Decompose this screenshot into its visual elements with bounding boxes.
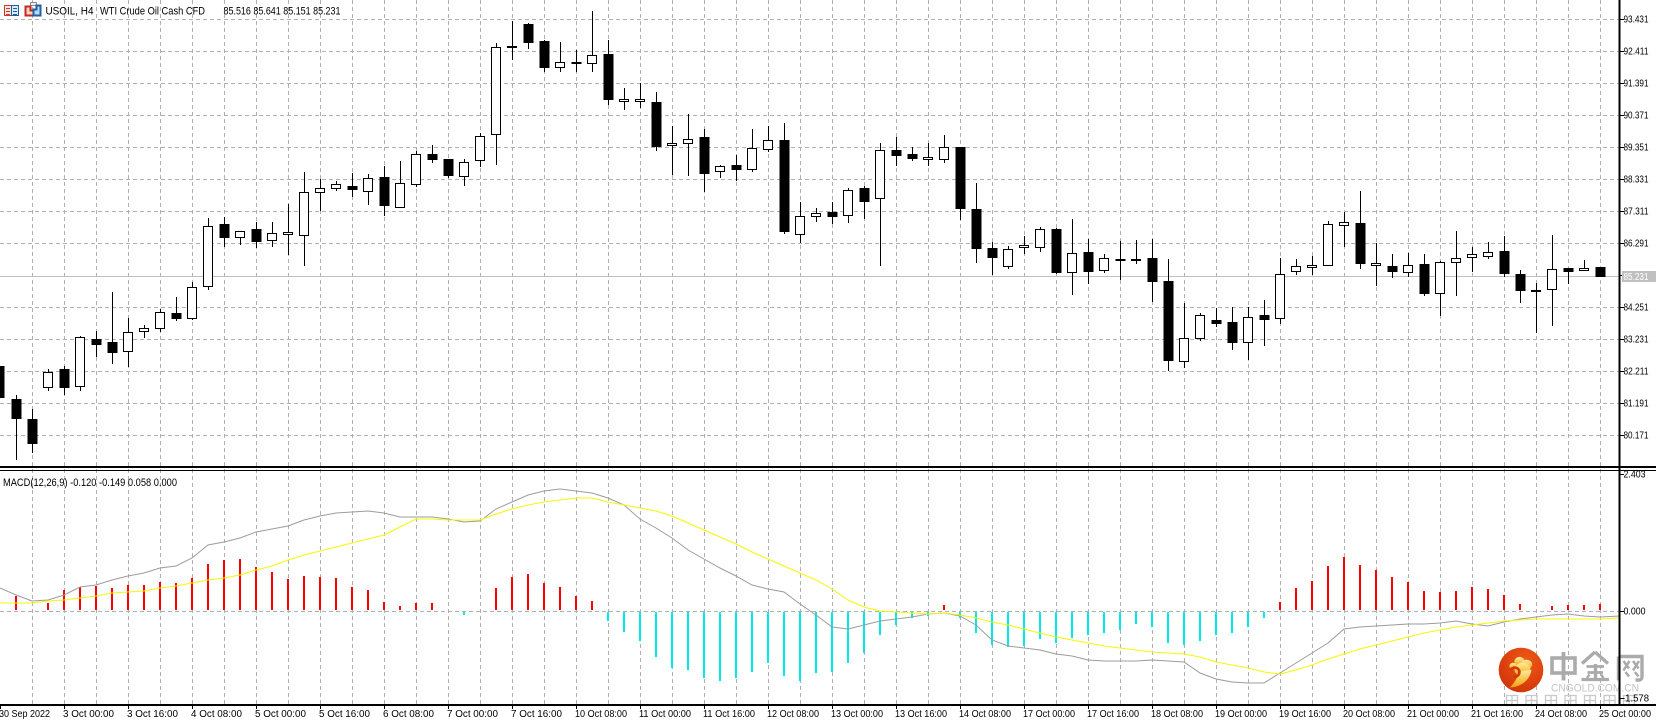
svg-text:17 Oct 16:00: 17 Oct 16:00 [1087,709,1139,720]
svg-text:21 Oct 00:00: 21 Oct 00:00 [1407,709,1459,720]
svg-text:5 Oct 16:00: 5 Oct 16:00 [319,709,370,720]
svg-text:91.391: 91.391 [1624,79,1649,90]
svg-text:85.231: 85.231 [1624,272,1649,283]
svg-text:30 Sep 2022: 30 Sep 2022 [0,709,50,720]
svg-text:89.351: 89.351 [1624,143,1649,154]
svg-text:2.403: 2.403 [1624,470,1646,481]
svg-text:80.171: 80.171 [1624,431,1649,442]
svg-text:83.231: 83.231 [1624,335,1649,346]
svg-text:WTI Crude Oil Cash CFD: WTI Crude Oil Cash CFD [100,6,205,18]
svg-text:87.311: 87.311 [1624,207,1649,218]
svg-text:13 Oct 16:00: 13 Oct 16:00 [895,709,947,720]
svg-text:7 Oct 16:00: 7 Oct 16:00 [511,709,562,720]
svg-text:-1.578: -1.578 [1622,694,1649,705]
svg-text:85.516 85.641 85.151 85.231: 85.516 85.641 85.151 85.231 [224,6,341,18]
svg-text:21 Oct 16:00: 21 Oct 16:00 [1471,709,1523,720]
svg-text:14 Oct 08:00: 14 Oct 08:00 [959,709,1011,720]
svg-text:92.411: 92.411 [1624,47,1649,58]
svg-text:86.291: 86.291 [1624,239,1649,250]
svg-text:20 Oct 08:00: 20 Oct 08:00 [1343,709,1395,720]
svg-text:3 Oct 00:00: 3 Oct 00:00 [63,709,114,720]
svg-text:81.191: 81.191 [1624,399,1649,410]
svg-text:USOIL, H4: USOIL, H4 [46,6,94,18]
svg-text:88.331: 88.331 [1624,175,1649,186]
svg-text:25 Oct 00:00: 25 Oct 00:00 [1599,709,1651,720]
svg-text:17 Oct 00:00: 17 Oct 00:00 [1023,709,1075,720]
svg-text:3 Oct 16:00: 3 Oct 16:00 [127,709,178,720]
svg-text:19 Oct 16:00: 19 Oct 16:00 [1279,709,1331,720]
svg-text:4 Oct 08:00: 4 Oct 08:00 [191,709,242,720]
svg-text:0.000: 0.000 [1624,607,1646,618]
svg-text:6 Oct 08:00: 6 Oct 08:00 [383,709,434,720]
svg-text:13 Oct 00:00: 13 Oct 00:00 [831,709,883,720]
svg-text:18 Oct 08:00: 18 Oct 08:00 [1151,709,1203,720]
svg-text:11 Oct 16:00: 11 Oct 16:00 [703,709,755,720]
svg-text:11 Oct 00:00: 11 Oct 00:00 [639,709,691,720]
svg-text:19 Oct 00:00: 19 Oct 00:00 [1215,709,1267,720]
svg-text:93.431: 93.431 [1624,15,1649,26]
svg-text:MACD(12,26,9) -0.120 -0.149 0.: MACD(12,26,9) -0.120 -0.149 0.058 0.000 [3,477,177,489]
svg-text:90.371: 90.371 [1624,111,1649,122]
svg-text:24 Oct 08:00: 24 Oct 08:00 [1535,709,1587,720]
svg-text:10 Oct 08:00: 10 Oct 08:00 [575,709,627,720]
svg-text:12 Oct 08:00: 12 Oct 08:00 [767,709,819,720]
svg-text:82.211: 82.211 [1624,367,1649,378]
svg-text:5 Oct 00:00: 5 Oct 00:00 [255,709,306,720]
svg-text:7 Oct 00:00: 7 Oct 00:00 [447,709,498,720]
svg-text:CNGOLD.COM.CN: CNGOLD.COM.CN [1551,683,1639,695]
svg-text:84.251: 84.251 [1624,303,1649,314]
